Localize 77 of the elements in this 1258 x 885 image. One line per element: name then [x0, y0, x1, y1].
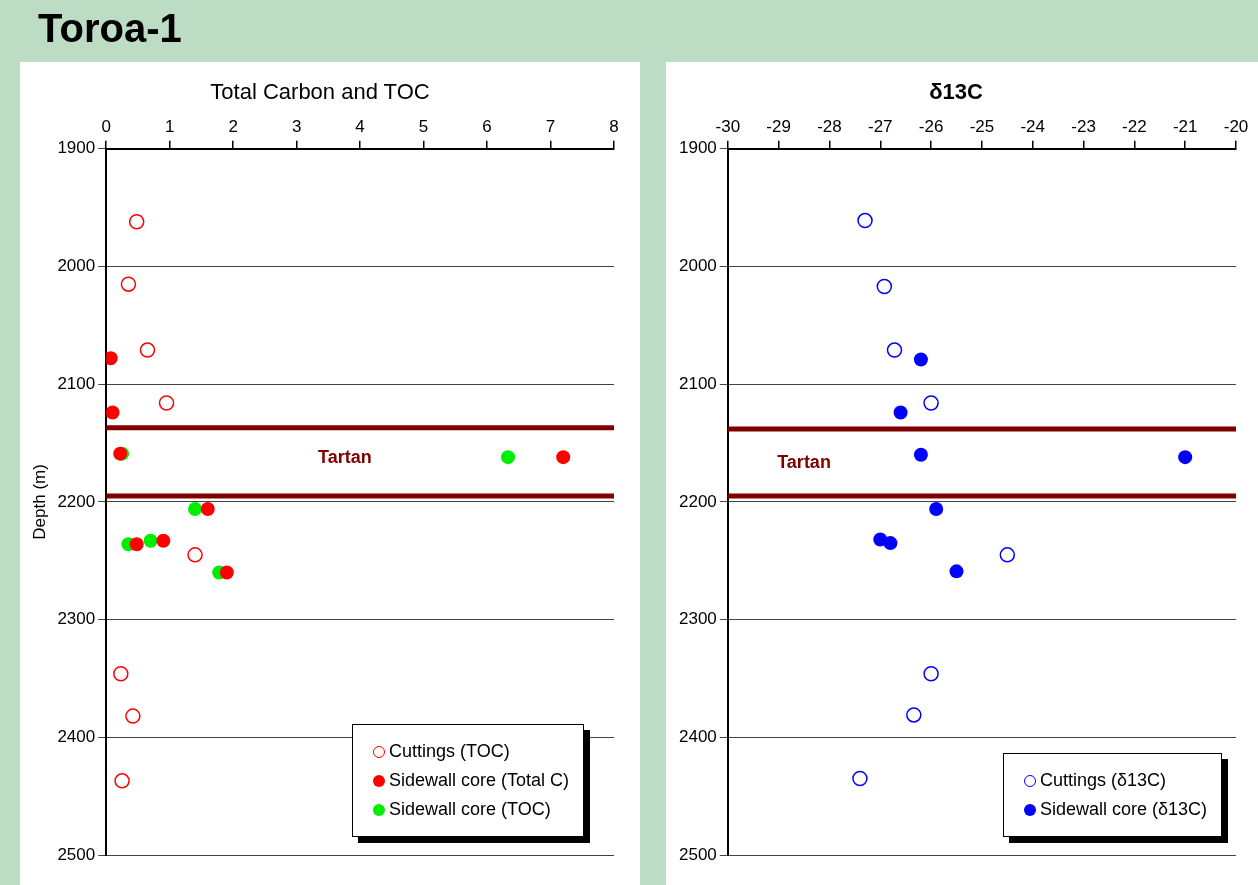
x-tick-label: 2 — [228, 117, 238, 137]
legend-label: Cuttings (δ13C) — [1040, 770, 1167, 791]
point — [876, 278, 893, 295]
chart-title: Total Carbon and TOC — [210, 79, 430, 105]
ref-line-label: Tartan — [777, 451, 831, 472]
point — [113, 665, 129, 682]
y-tick-label: 2200 — [678, 491, 717, 511]
point — [106, 405, 120, 420]
y-tick-label: 1900 — [57, 138, 96, 158]
x-tick-label: 3 — [291, 117, 302, 137]
point — [114, 773, 130, 789]
y-axis-title: Depth (m) — [29, 464, 49, 540]
y-tick-label: 2200 — [57, 491, 96, 511]
y-tick-label: 2100 — [678, 373, 717, 393]
point — [913, 447, 928, 462]
x-tick-label: -25 — [969, 117, 995, 137]
x-tick-label: -29 — [766, 117, 791, 137]
point — [883, 536, 898, 551]
x-tick-label: -20 — [1223, 117, 1249, 137]
y-tick-label: 2000 — [678, 256, 717, 276]
x-tick-label: 5 — [418, 117, 429, 137]
x-tick-label: -27 — [867, 117, 893, 137]
x-tick-label: 6 — [482, 117, 492, 137]
x-tick-label: -30 — [715, 117, 741, 137]
point — [886, 342, 903, 358]
point — [158, 395, 175, 411]
x-tick-label: -21 — [1172, 117, 1198, 137]
y-tick-label: 2400 — [678, 726, 717, 746]
point — [156, 533, 171, 548]
y-tick-label: 2500 — [678, 844, 717, 864]
point — [893, 405, 908, 420]
y-tick-label: 1900 — [678, 138, 717, 158]
point — [929, 501, 944, 516]
x-tick-label: -23 — [1071, 117, 1096, 137]
x-tick-label: 4 — [355, 117, 365, 137]
point — [857, 212, 873, 229]
text: Toroa-1 — [38, 6, 182, 51]
point — [923, 665, 939, 682]
point — [125, 708, 141, 724]
point — [120, 276, 137, 292]
x-tick-label: -22 — [1122, 117, 1147, 137]
point — [923, 395, 939, 411]
y-tick-label: 2100 — [57, 373, 96, 393]
legend-label: Sidewall core (δ13C) — [1040, 799, 1208, 820]
point — [999, 547, 1016, 563]
point — [556, 450, 571, 465]
point — [501, 450, 515, 465]
point — [187, 547, 203, 563]
point — [139, 342, 156, 358]
legend-label: Sidewall core (TOC) — [389, 799, 551, 820]
y-tick-label: 2400 — [57, 726, 96, 746]
y-tick-label: 2000 — [57, 256, 96, 276]
point — [906, 707, 922, 723]
x-tick-label: 0 — [101, 117, 111, 137]
point — [949, 564, 964, 579]
point — [852, 770, 868, 787]
point — [913, 352, 928, 367]
x-tick-label: -24 — [1020, 117, 1046, 137]
y-tick-label: 2300 — [57, 609, 96, 629]
y-tick-label: 2500 — [57, 844, 96, 864]
x-tick-label: -26 — [918, 117, 944, 137]
point — [128, 214, 145, 230]
point — [129, 537, 144, 552]
y-tick-label: 2300 — [678, 609, 717, 629]
x-tick-label: -28 — [817, 117, 842, 137]
point — [200, 501, 215, 516]
point — [219, 565, 234, 580]
ref-line-label: Tartan — [318, 446, 372, 467]
point — [1178, 450, 1193, 465]
point — [143, 533, 158, 548]
chart-title: δ13C — [929, 79, 983, 105]
legend-label: Cuttings (TOC) — [389, 741, 510, 762]
x-tick-label: 1 — [164, 117, 175, 137]
point — [188, 501, 203, 516]
x-tick-label: 7 — [545, 117, 556, 137]
legend-label: Sidewall core (Total C) — [389, 770, 570, 791]
x-tick-label: 8 — [609, 117, 619, 137]
